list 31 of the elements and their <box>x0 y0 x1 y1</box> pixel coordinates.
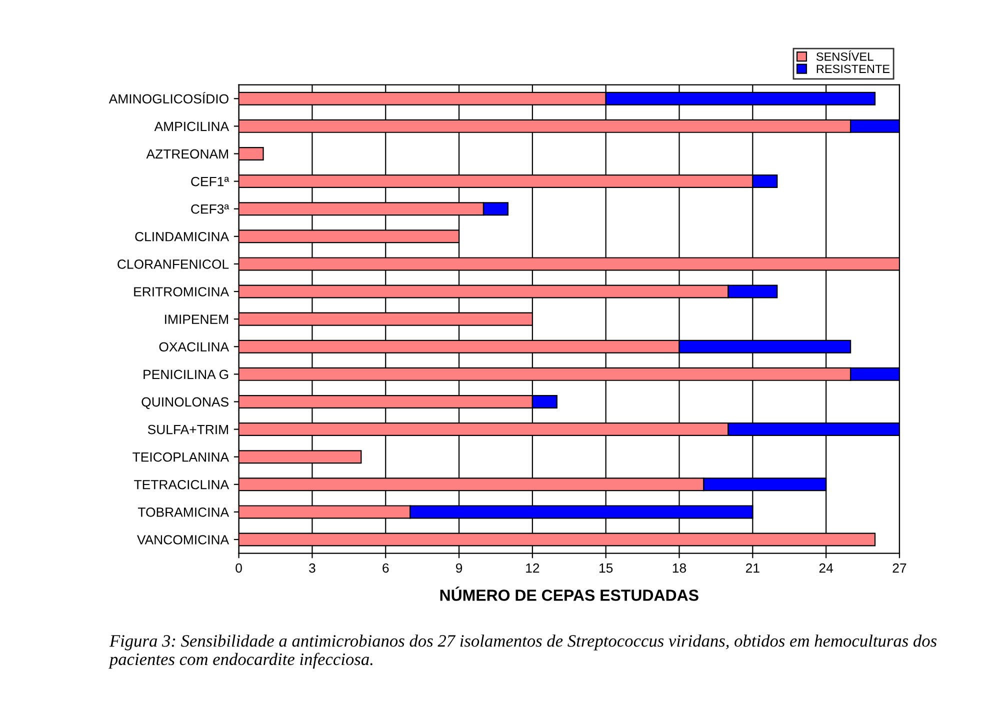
y-tick-label: CEF3ª <box>191 204 230 214</box>
y-tick-label: PENICILINA G <box>144 370 228 380</box>
x-tick-label: 15 <box>600 563 613 573</box>
legend-label: SENSÍVEL <box>816 50 874 61</box>
x-tick-label: 27 <box>892 563 906 573</box>
x-axis-title: NÚMERO DE CEPAS ESTUDADAS <box>440 586 698 601</box>
y-tick-label: ERITROMICINA <box>134 287 230 296</box>
y-tick-label: AMPICILINA <box>154 122 230 132</box>
x-tick-label: 9 <box>456 563 462 573</box>
y-tick-label: TEICOPLANINA <box>132 452 230 462</box>
y-tick-label: VANCOMICINA <box>137 535 230 544</box>
y-tick-label: AZTREONAM <box>146 149 228 159</box>
x-tick-label: 24 <box>819 563 834 573</box>
x-tick-label: 0 <box>236 563 242 573</box>
x-tick-label: 21 <box>746 563 760 573</box>
y-tick-label: SULFA+TRIM <box>148 424 228 434</box>
y-tick-label: TETRACICLINA <box>134 480 230 490</box>
y-tick-label: OXACILINA <box>159 342 230 352</box>
x-tick-label: 3 <box>309 563 316 573</box>
x-tick-label: 6 <box>382 563 389 573</box>
y-tick-label: CLORANFENICOL <box>118 260 229 269</box>
y-tick-label: QUINOLONAS <box>142 397 228 410</box>
y-tick-label: IMIPENEM <box>165 314 228 324</box>
y-tick-label: AMINOGLICOSÍDIO <box>108 92 228 104</box>
text: Figura 3: Sensibilidade a antimicrobianos dos 27 isolamentos de Streptococcus viridans, obtidos em hemoculturas dos pacientes com endocardite infecciosa. <box>108 634 937 669</box>
y-tick-label: CEF1ª <box>191 176 230 186</box>
x-tick-label: 18 <box>672 563 686 573</box>
y-tick-label: TOBRAMICINA <box>138 508 230 517</box>
x-tick-label: 12 <box>526 563 540 573</box>
legend-label: RESISTENTE <box>816 64 890 74</box>
y-tick-label: CLINDAMICINA <box>135 232 230 242</box>
